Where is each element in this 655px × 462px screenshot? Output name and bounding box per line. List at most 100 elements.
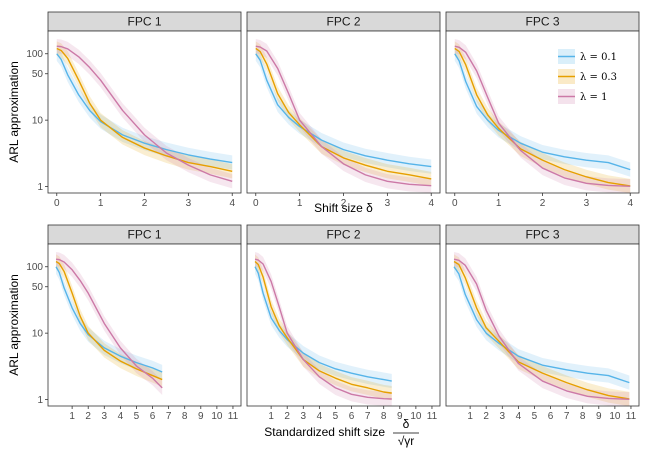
x-tick-label: 5: [532, 411, 538, 422]
x-tick-label: 1: [268, 411, 274, 422]
panel-title: FPC 2: [326, 228, 360, 242]
panel-title: FPC 1: [127, 228, 161, 242]
y-tick-label: 50: [32, 282, 44, 293]
series-line: [55, 258, 163, 389]
series-group: [454, 39, 631, 193]
x-tick-label: 9: [198, 411, 204, 422]
x-tick-label: 6: [548, 411, 554, 422]
x-tick-label: 7: [365, 411, 371, 422]
x-tick-label: 5: [134, 411, 140, 422]
confidence-band: [255, 39, 432, 193]
series-line: [55, 266, 163, 373]
legend-label: λ = 1: [580, 92, 607, 103]
confidence-band: [56, 254, 163, 387]
x-tick-label: 2: [284, 411, 290, 422]
x-axis-title: Shift size δ: [314, 201, 373, 215]
x-axis-fraction-numerator: δ: [403, 417, 410, 431]
plot-background: [247, 31, 440, 193]
x-tick-label: 4: [229, 198, 235, 209]
x-tick-label: 10: [211, 411, 223, 422]
confidence-band: [56, 41, 233, 179]
x-tick-label: 3: [102, 411, 108, 422]
x-tick-label: 11: [228, 411, 239, 422]
x-tick-label: 1: [297, 198, 303, 209]
x-tick-label: 9: [397, 411, 403, 422]
series-group: [55, 252, 163, 395]
y-tick-label: 1: [37, 395, 43, 406]
plot-background: [446, 244, 639, 406]
x-tick-label: 4: [317, 411, 323, 422]
series-group: [453, 252, 630, 406]
panel-border: [445, 243, 640, 407]
x-tick-label: 2: [540, 198, 546, 209]
legend-label: λ = 0.1: [580, 52, 617, 63]
confidence-band: [454, 252, 630, 406]
x-tick-label: 4: [428, 198, 434, 209]
confidence-band: [56, 39, 233, 189]
x-tick-label: 0: [54, 198, 60, 209]
y-tick-label: 50: [32, 69, 44, 80]
x-tick-label: 7: [166, 411, 172, 422]
series-line: [56, 47, 233, 172]
confidence-band: [255, 259, 392, 389]
x-tick-label: 8: [381, 411, 387, 422]
confidence-band: [255, 252, 392, 406]
x-tick-label: 2: [483, 411, 489, 422]
x-tick-label: 2: [341, 198, 347, 209]
x-tick-label: 6: [150, 411, 156, 422]
y-axis-title: ARL approximation: [7, 274, 21, 376]
confidence-band: [454, 39, 631, 193]
series-group: [255, 39, 432, 193]
x-tick-label: 0: [253, 198, 259, 209]
y-tick-label: 10: [32, 116, 44, 127]
series-group: [254, 252, 392, 406]
series-line: [255, 47, 432, 180]
panel-top-fpc3: FPC 3 0 1 2 3 4: [445, 11, 640, 209]
panel-title: FPC 2: [326, 15, 360, 29]
x-tick-label: 5: [333, 411, 339, 422]
panel-border: [47, 243, 242, 407]
x-tick-label: 1: [69, 411, 75, 422]
series-line: [453, 258, 630, 400]
series-line: [454, 45, 631, 187]
x-tick-label: 3: [500, 411, 506, 422]
panel-title: FPC 3: [525, 228, 559, 242]
x-tick-label: 1: [98, 198, 104, 209]
y-axis-title: ARL approximation: [7, 61, 21, 163]
x-tick-label: 10: [609, 411, 621, 422]
x-tick-label: 0: [452, 198, 458, 209]
plot-background: [446, 31, 639, 193]
confidence-band: [56, 252, 163, 395]
panel-bottom-fpc3: FPC 3 1 2 3 4 5 6 7 8 9 10 11: [445, 224, 640, 422]
x-tick-label: 2: [142, 198, 148, 209]
panel-top-fpc2: FPC 2 0 1 2 3 4: [246, 11, 441, 209]
legend: λ = 0.1 λ = 0.3 λ = 1: [558, 49, 617, 104]
x-axis-fraction-denominator: √γr: [398, 434, 415, 448]
y-tick-label: 100: [26, 49, 43, 60]
panel-border: [246, 243, 441, 407]
plot-background: [48, 244, 241, 406]
x-axis-title: Standardized shift size: [264, 425, 385, 439]
x-tick-label: 1: [496, 198, 502, 209]
series-line: [56, 45, 233, 182]
series-line: [55, 260, 163, 381]
x-tick-label: 8: [580, 411, 586, 422]
x-tick-label: 4: [118, 411, 124, 422]
x-tick-label: 6: [349, 411, 355, 422]
series-line: [453, 260, 630, 400]
legend-label: λ = 0.3: [580, 72, 617, 83]
series-line: [254, 266, 392, 382]
x-tick-label: 3: [385, 198, 391, 209]
series-group: [56, 39, 233, 189]
y-tick-label: 10: [32, 329, 44, 340]
x-tick-label: 9: [596, 411, 602, 422]
series-line: [254, 258, 392, 400]
panel-title: FPC 3: [525, 15, 559, 29]
confidence-band: [255, 46, 432, 174]
x-tick-label: 3: [584, 198, 590, 209]
